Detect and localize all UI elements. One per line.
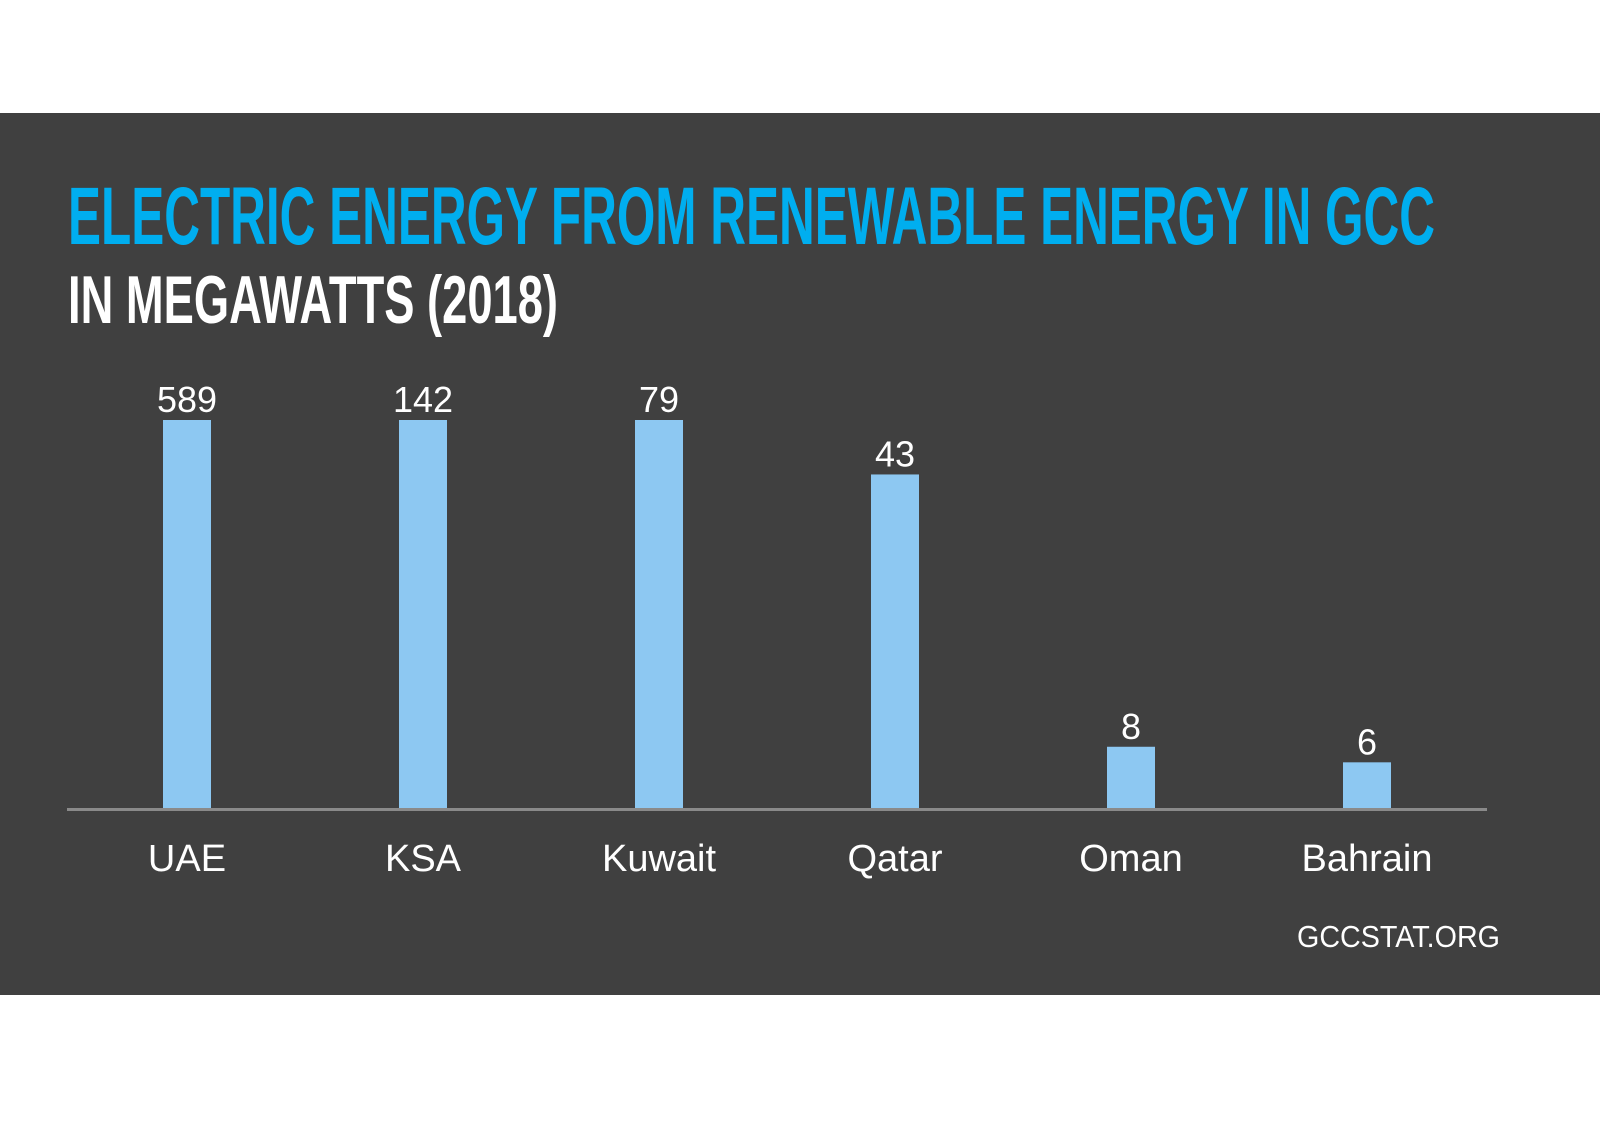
category-label: Qatar <box>847 838 942 880</box>
value-label: 43 <box>875 433 915 474</box>
bar-oman <box>1107 746 1155 809</box>
source-label: GCCSTAT.ORG <box>1297 919 1500 954</box>
category-label: Oman <box>1079 838 1182 880</box>
value-label: 8 <box>1121 706 1141 747</box>
category-label: UAE <box>148 838 226 880</box>
bar-kuwait <box>635 420 683 809</box>
chart-title: ELECTRIC ENERGY FROM RENEWABLE ENERGY IN… <box>68 171 1435 262</box>
category-label: Bahrain <box>1302 838 1433 880</box>
bar-ksa <box>399 420 447 809</box>
category-label: KSA <box>385 838 462 880</box>
bar-bahrain <box>1343 762 1391 809</box>
chart-subtitle: IN MEGAWATTS (2018) <box>68 262 558 338</box>
value-label: 6 <box>1357 721 1377 762</box>
value-label: 79 <box>639 379 679 420</box>
value-label: 142 <box>393 379 453 420</box>
bar-qatar <box>871 474 919 809</box>
value-label: 589 <box>157 379 217 420</box>
chart-background <box>0 113 1600 995</box>
category-label: Kuwait <box>602 838 716 880</box>
bar-uae <box>163 420 211 809</box>
